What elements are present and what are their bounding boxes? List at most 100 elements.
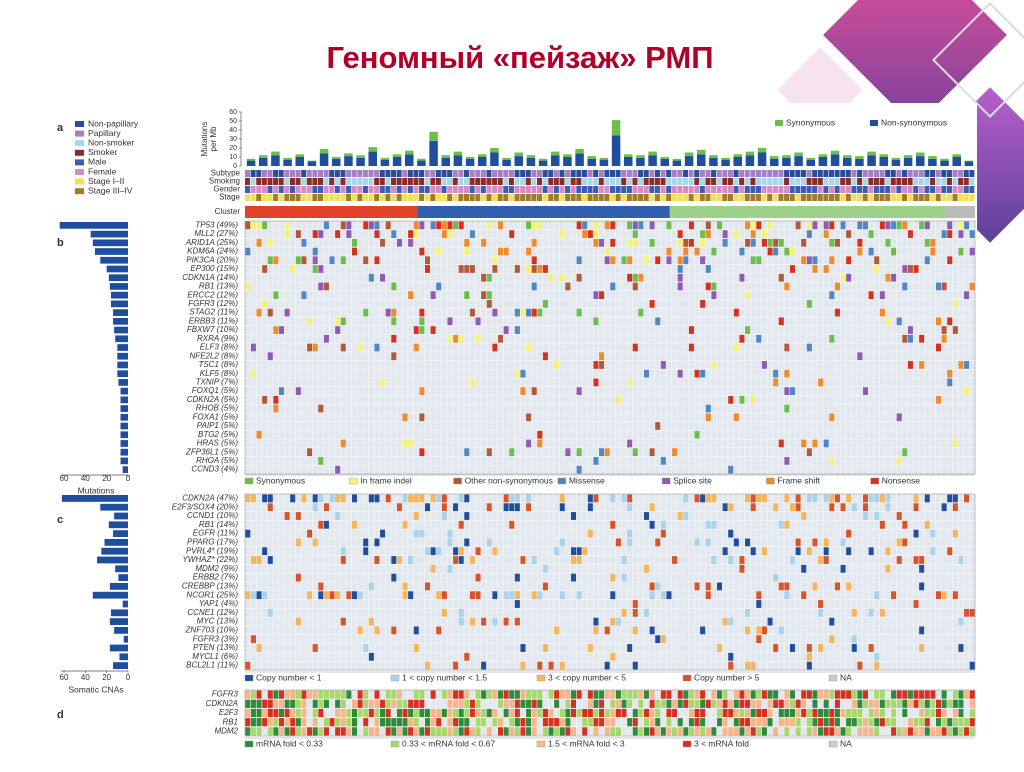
- cell: [329, 256, 335, 265]
- track-cell: [340, 178, 346, 185]
- track-cell: [503, 194, 509, 201]
- legend-swatch: [870, 120, 878, 126]
- track-cell: [626, 186, 632, 193]
- cell: [627, 378, 633, 387]
- cell: [902, 708, 908, 718]
- track-cell: [885, 170, 891, 177]
- bar: [331, 157, 341, 159]
- cell: [245, 282, 251, 291]
- cell: [750, 230, 756, 238]
- cell: [295, 718, 301, 727]
- track-cell: [329, 178, 335, 185]
- cell: [711, 291, 717, 300]
- cell: [930, 238, 936, 247]
- cell: [570, 708, 577, 718]
- track-cell: [958, 178, 964, 185]
- cell: [952, 439, 958, 448]
- cell: [542, 352, 548, 361]
- track-cell: [890, 178, 896, 185]
- track-cell: [419, 194, 425, 201]
- track-cell: [716, 178, 722, 185]
- cell: [789, 503, 796, 512]
- cell: [700, 727, 706, 736]
- cell: [778, 520, 784, 529]
- cell: [795, 718, 801, 727]
- track-cell: [840, 194, 846, 201]
- cell: [604, 247, 610, 256]
- cell: [391, 352, 397, 361]
- track-cell: [273, 194, 279, 201]
- legend-swatch: [536, 740, 546, 748]
- track-cell: [930, 194, 936, 201]
- cell: [610, 652, 616, 661]
- cell: [924, 708, 930, 718]
- cell: [323, 520, 329, 529]
- cell: [453, 334, 459, 343]
- legend-swatch: [75, 169, 84, 175]
- cell: [649, 503, 655, 512]
- cell: [514, 265, 520, 273]
- cell: [806, 718, 812, 727]
- bar: [453, 155, 463, 166]
- cell: [486, 300, 492, 308]
- track-cell: [542, 178, 548, 185]
- track-cell: [396, 178, 402, 185]
- cell: [453, 221, 459, 230]
- cell: [745, 494, 751, 503]
- cell: [868, 727, 874, 736]
- cell: [716, 708, 723, 718]
- cell: [773, 690, 779, 699]
- cell: [278, 718, 285, 727]
- cell: [773, 378, 779, 387]
- cell: [469, 378, 475, 387]
- cell: [773, 573, 779, 582]
- cell: [632, 448, 638, 457]
- bar: [867, 151, 876, 156]
- bar: [271, 151, 280, 156]
- cell: [913, 265, 919, 273]
- cell: [548, 708, 554, 718]
- cell: [458, 608, 464, 617]
- cell: [683, 512, 689, 520]
- track-cell: [458, 170, 464, 177]
- track-cell: [817, 178, 823, 185]
- cell: [301, 291, 307, 300]
- cell: [542, 265, 548, 273]
- cell: [784, 727, 790, 736]
- cell: [295, 727, 301, 736]
- cell: [548, 661, 554, 670]
- cell: [907, 361, 913, 369]
- cell: [374, 708, 380, 718]
- bar: [709, 157, 718, 166]
- cell: [492, 265, 498, 273]
- cell: [688, 238, 694, 247]
- track-cell: [907, 194, 913, 201]
- cell: [627, 538, 633, 547]
- cell: [672, 448, 678, 457]
- cell: [907, 334, 913, 343]
- cell: [840, 221, 846, 230]
- cell: [655, 635, 661, 644]
- cell: [874, 652, 880, 661]
- cell: [784, 282, 790, 291]
- cell: [638, 708, 644, 718]
- track-cell: [812, 194, 818, 201]
- cell: [688, 718, 694, 727]
- bar: [745, 155, 755, 166]
- cell: [469, 708, 475, 718]
- cell: [408, 230, 414, 238]
- cell: [812, 708, 818, 718]
- cell: [879, 699, 885, 708]
- cell: [346, 708, 352, 718]
- cell: [503, 690, 509, 699]
- cell: [728, 661, 734, 670]
- track-cell: [896, 194, 902, 201]
- track-cell: [722, 186, 728, 193]
- cell: [565, 699, 571, 708]
- cell: [267, 718, 273, 727]
- cell: [537, 221, 543, 230]
- track-cell: [930, 178, 936, 185]
- cell: [469, 265, 475, 273]
- cell: [840, 727, 846, 736]
- cell: [610, 282, 616, 291]
